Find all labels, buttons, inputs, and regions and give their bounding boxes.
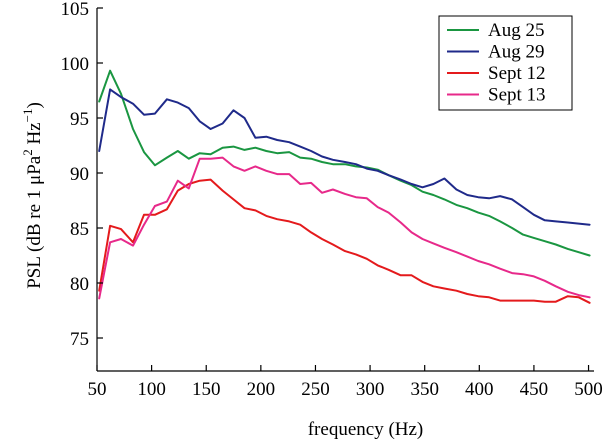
legend-label-aug-29: Aug 29 — [488, 42, 544, 63]
x-tick-label: 450 — [520, 379, 549, 400]
y-tick-label: 85 — [70, 219, 89, 240]
series-layer — [98, 69, 591, 304]
y-ticks: 75 80 85 90 95 100 105 — [61, 0, 103, 350]
series-line-aug-25 — [98, 69, 591, 257]
y-axis-label-sup2: −1 — [20, 109, 35, 123]
y-tick-label: 75 — [70, 329, 89, 350]
y-tick-label: 80 — [70, 274, 89, 295]
x-tick-label: 500 — [574, 379, 603, 400]
x-tick-label: 300 — [356, 379, 385, 400]
x-tick-label: 150 — [192, 379, 221, 400]
y-tick-label: 95 — [70, 109, 89, 130]
x-tick-label: 100 — [137, 379, 166, 400]
axes-layer — [96, 8, 594, 372]
y-axis-label-prefix: PSL (dB re 1 μPa — [24, 155, 45, 289]
x-tick-label: 250 — [301, 379, 330, 400]
legend-label-sept-12: Sept 12 — [488, 63, 546, 84]
y-tick-label: 90 — [70, 164, 89, 185]
x-axis-label: frequency (Hz) — [308, 419, 424, 440]
series-line-sept-13 — [98, 156, 591, 300]
y-axis-label-sup1: 2 — [20, 149, 35, 156]
y-tick-label: 105 — [61, 0, 90, 20]
x-ticks: 50 100 150 200 250 300 350 400 450 500 — [88, 365, 603, 400]
y-axis-label-mid: Hz — [24, 122, 45, 149]
x-tick-label: 350 — [410, 379, 439, 400]
x-tick-label: 50 — [88, 379, 107, 400]
legend-label-sept-13: Sept 13 — [488, 85, 546, 106]
series-line-aug-29 — [98, 88, 591, 226]
x-tick-label: 200 — [247, 379, 276, 400]
series-line-sept-12 — [98, 178, 591, 304]
y-tick-label: 100 — [61, 54, 90, 75]
y-axis-label-suffix: ) — [24, 102, 45, 108]
y-axis-label: PSL (dB re 1 μPa2 Hz−1) — [20, 102, 45, 289]
x-tick-label: 400 — [465, 379, 494, 400]
legend-label-aug-25: Aug 25 — [488, 20, 544, 41]
